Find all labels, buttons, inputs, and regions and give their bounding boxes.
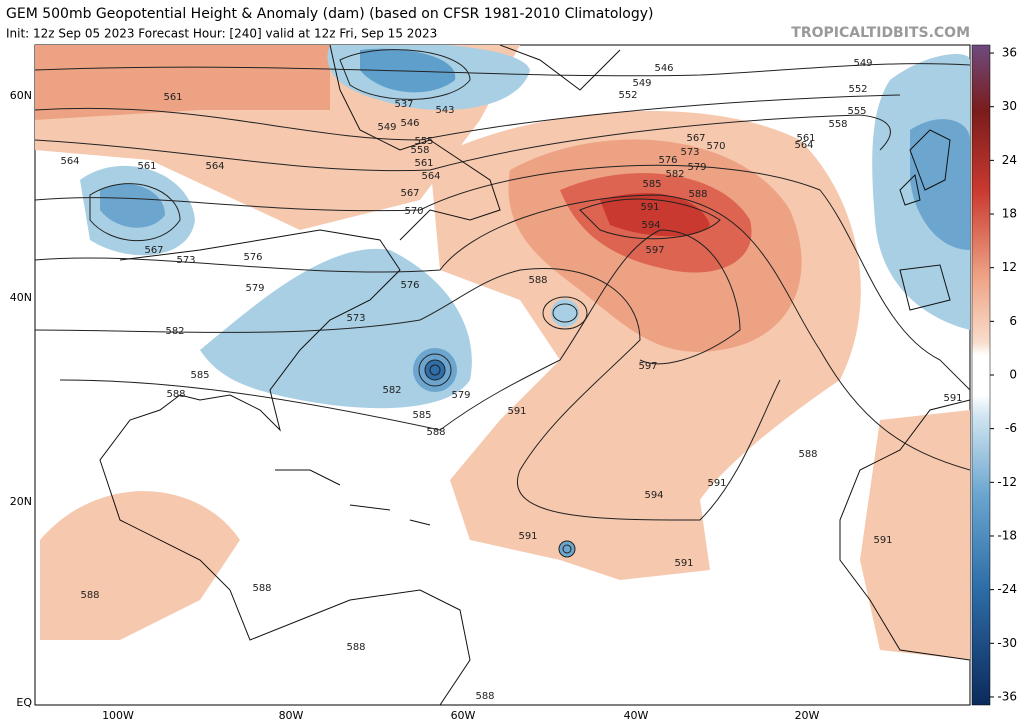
- subtitle: Init: 12z Sep 05 2023 Forecast Hour: [24…: [6, 27, 437, 41]
- contour-label: 588: [252, 583, 271, 594]
- contour-label: 573: [346, 313, 365, 324]
- colorbar-label: -30: [997, 636, 1017, 650]
- colorbar-label: 24: [1002, 153, 1017, 167]
- contour-label: 594: [644, 490, 663, 501]
- contour-label: 585: [190, 370, 209, 381]
- contour-label: 579: [245, 283, 264, 294]
- colorbar-label: -6: [1005, 421, 1017, 435]
- contour-label: 576: [243, 252, 262, 263]
- contour-label: 567: [400, 188, 419, 199]
- contour-label: 543: [435, 105, 454, 116]
- contour-label: 555: [414, 136, 433, 147]
- contour-label: 585: [642, 179, 661, 190]
- contour-label: 582: [165, 326, 184, 337]
- contour-label: 576: [658, 155, 677, 166]
- lat-label: 60N: [10, 89, 32, 102]
- contour-label: 564: [794, 140, 813, 151]
- contour-label: 561: [414, 158, 433, 169]
- colorbar-label: 6: [1009, 314, 1017, 328]
- contour-label: 552: [848, 84, 867, 95]
- colorbar: [971, 44, 991, 706]
- contour-label: 591: [507, 406, 526, 417]
- contour-label: 561: [796, 133, 815, 144]
- lon-label: 40W: [624, 709, 649, 722]
- colorbar-label: 18: [1002, 207, 1017, 221]
- lon-label: 80W: [279, 709, 304, 722]
- colorbar-label: -18: [997, 528, 1017, 542]
- contour-label: 597: [645, 245, 664, 256]
- contour-label: 582: [665, 169, 684, 180]
- contour-label: 588: [688, 189, 707, 200]
- contour-label: 588: [80, 590, 99, 601]
- contour-label: 567: [686, 133, 705, 144]
- lat-label: EQ: [16, 696, 32, 709]
- contour-label: 591: [518, 531, 537, 542]
- contour-label: 585: [412, 410, 431, 421]
- contour-label: 546: [654, 63, 673, 74]
- site: TROPICALTIDBITS.COM: [791, 25, 970, 41]
- contour-label: 597: [638, 361, 657, 372]
- contour-label: 552: [618, 90, 637, 101]
- contour-label: 588: [475, 691, 494, 702]
- contour-label: 558: [828, 119, 847, 130]
- contour-label: 582: [382, 385, 401, 396]
- contour-label: 555: [847, 106, 866, 117]
- contour-label: 546: [400, 118, 419, 129]
- contour-label: 588: [166, 389, 185, 400]
- colorbar-label: 12: [1002, 260, 1017, 274]
- contour-label: 576: [400, 280, 419, 291]
- contour-label: 588: [346, 642, 365, 653]
- contour-label: 588: [798, 449, 817, 460]
- colorbar-label: -24: [997, 582, 1017, 596]
- contour-label: 579: [451, 390, 470, 401]
- contour-label: 579: [687, 162, 706, 173]
- map-area: [34, 44, 971, 706]
- lat-label: 20N: [10, 495, 32, 508]
- colorbar-label: 0: [1009, 368, 1017, 382]
- contour-label: 591: [674, 558, 693, 569]
- contour-label: 594: [641, 220, 660, 231]
- contour-label: 570: [706, 141, 725, 152]
- colorbar-label: -12: [997, 475, 1017, 489]
- contour-label: 591: [640, 202, 659, 213]
- contour-label: 591: [707, 478, 726, 489]
- contour-label: 549: [377, 122, 396, 133]
- colorbar-label: 36: [1002, 46, 1017, 60]
- lon-label: 60W: [451, 709, 476, 722]
- contour-label: 588: [528, 275, 547, 286]
- contour-label: 564: [421, 171, 440, 182]
- contour-label: 561: [163, 92, 182, 103]
- title: GEM 500mb Geopotential Height & Anomaly …: [6, 6, 654, 22]
- contour-label: 549: [853, 58, 872, 69]
- contour-label: 588: [426, 427, 445, 438]
- contour-label: 567: [144, 245, 163, 256]
- contour-label: 564: [60, 156, 79, 167]
- contour-label: 537: [394, 99, 413, 110]
- colorbar-label: -36: [997, 689, 1017, 703]
- contour-label: 591: [943, 393, 962, 404]
- contour-label: 561: [137, 161, 156, 172]
- lon-label: 100W: [102, 709, 134, 722]
- contour-label: 564: [205, 161, 224, 172]
- contour-label: 573: [176, 255, 195, 266]
- lon-label: 20W: [795, 709, 820, 722]
- lat-label: 40N: [10, 291, 32, 304]
- contour-label: 573: [680, 147, 699, 158]
- contour-label: 591: [873, 535, 892, 546]
- contour-label: 549: [632, 78, 651, 89]
- contour-label: 558: [410, 145, 429, 156]
- colorbar-label: 30: [1002, 99, 1017, 113]
- contour-label: 570: [404, 206, 423, 217]
